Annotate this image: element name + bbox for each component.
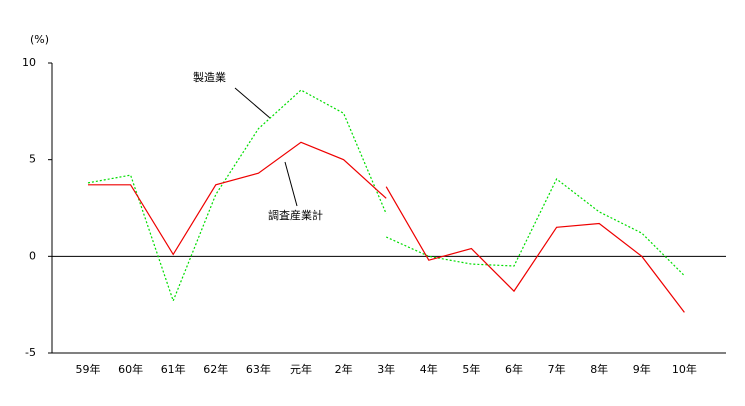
leader-line: [234, 87, 271, 119]
y-tick-label: 5: [29, 153, 36, 166]
y-tick-label: 0: [29, 249, 36, 262]
x-tick-label: 60年: [118, 362, 143, 376]
x-tick-label: 61年: [161, 362, 186, 376]
x-tick-label: 7年: [548, 362, 566, 376]
x-tick-label: 5年: [462, 362, 480, 376]
series-line: [88, 141, 387, 256]
unit-label: (%): [30, 33, 49, 46]
x-tick-label: 59年: [76, 362, 101, 376]
leader-line: [284, 161, 298, 207]
series-line: [87, 89, 387, 303]
x-tick-label: 10年: [672, 362, 697, 376]
x-tick-label: 元年: [290, 362, 312, 376]
x-tick-label: 6年: [505, 362, 523, 376]
y-tick-label: 10: [22, 56, 36, 69]
y-tick-label: -5: [25, 346, 36, 359]
x-tick-label: 9年: [633, 362, 651, 376]
x-tick-label: 2年: [335, 362, 353, 376]
x-tick-label: 4年: [420, 362, 438, 376]
x-tick-label: 63年: [246, 362, 271, 376]
annotation: 調査産業計: [268, 208, 323, 222]
annotation: 製造業: [193, 70, 226, 84]
series-line: [385, 186, 685, 313]
x-tick-label: 62年: [203, 362, 228, 376]
series-line: [385, 178, 685, 277]
x-tick-label: 3年: [377, 362, 395, 376]
x-tick-label: 8年: [590, 362, 608, 376]
